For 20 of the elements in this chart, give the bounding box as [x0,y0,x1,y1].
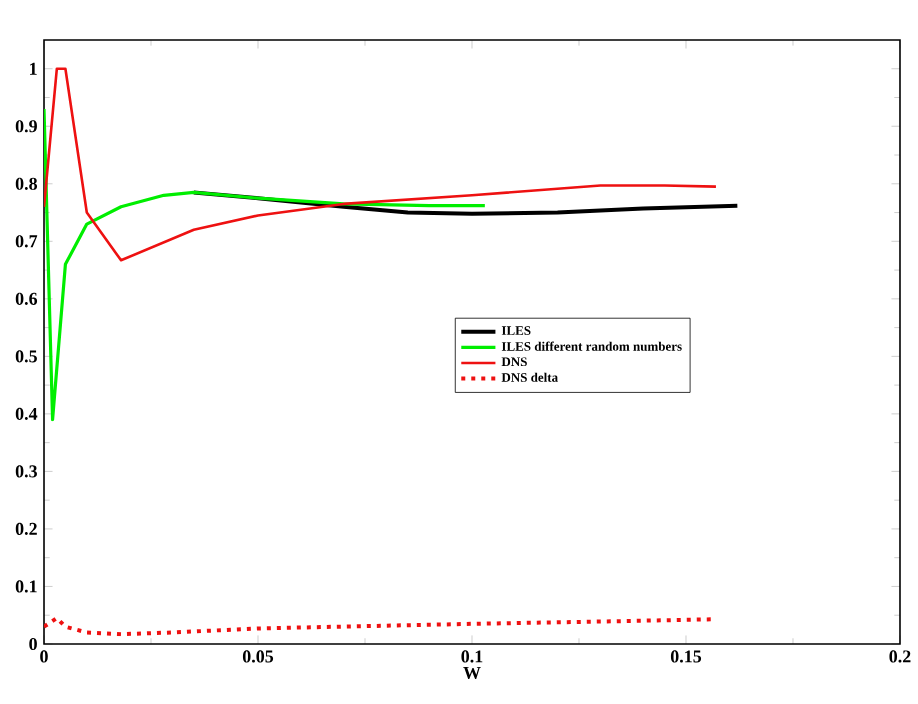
y-tick-label: 0.8 [15,177,38,190]
y-tick-label: 0.6 [15,292,38,305]
x-axis-title: W [463,666,481,680]
y-tick-label: 0.9 [15,120,37,133]
y-tick-label: 0.1 [15,580,37,593]
y-tick-label: 0.2 [15,522,37,536]
y-tick-label: 0.4 [15,407,38,420]
x-tick-label: 0.2 [889,650,911,663]
line-series [44,107,487,422]
x-tick-label: 0.1 [461,650,483,663]
line-series [44,67,718,262]
x-tick-label: 0.15 [670,650,702,663]
y-tick-label: 0.7 [15,235,38,248]
line-series [191,190,740,216]
y-tick-label: 0 [29,637,37,651]
x-tick-label: 0 [40,650,48,663]
y-tick-label: 1 [30,62,37,75]
y-tick-label: 0.3 [15,465,37,478]
x-tick-label: 0.05 [242,650,274,663]
y-tick-label: 0.5 [15,350,37,363]
